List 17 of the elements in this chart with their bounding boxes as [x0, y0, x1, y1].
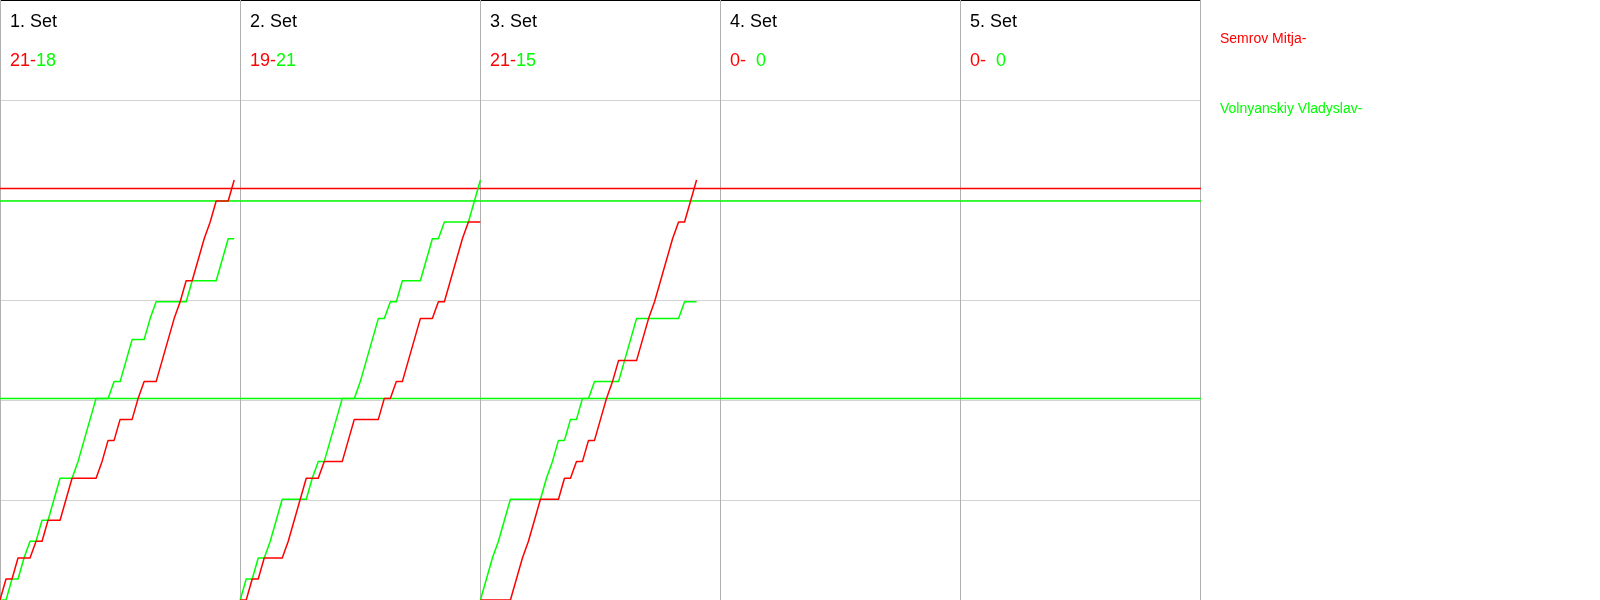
text: Semrov Mitja-: [1220, 30, 1308, 48]
text: 21-: [490, 49, 517, 70]
text: 2. Set: [250, 10, 298, 31]
text: Volnyanskiy Vladyslav-: [1220, 100, 1363, 118]
text: 5. Set: [970, 10, 1018, 31]
text: 1. Set: [10, 10, 58, 31]
text: 0: [756, 49, 767, 70]
text: 18: [36, 49, 57, 70]
text: 21-: [10, 49, 37, 70]
text: 19-: [250, 49, 277, 70]
text: 4. Set: [730, 10, 778, 31]
text: 0: [996, 49, 1007, 70]
text: 3. Set: [490, 10, 538, 31]
text: 0-: [730, 49, 747, 70]
text: 0-: [970, 49, 987, 70]
text: 21: [276, 49, 297, 70]
text: 15: [516, 49, 537, 70]
